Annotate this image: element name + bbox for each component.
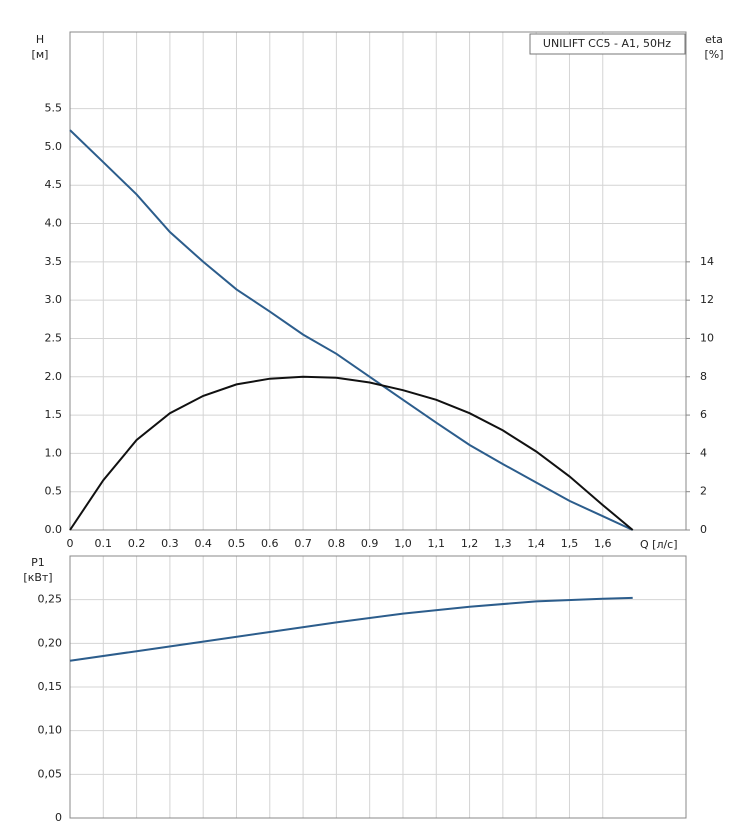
curve [69, 129, 634, 531]
plot-frame [69, 31, 687, 531]
y2-tick-label: 8 [700, 370, 707, 383]
y-tick-label: 0,10 [38, 724, 63, 737]
y-axis-unit: [м] [32, 48, 49, 61]
y-tick-label: 3.5 [45, 255, 63, 268]
y-tick-label: 4.5 [45, 178, 63, 191]
x-tick-label: 0.7 [294, 537, 312, 550]
y-tick-label: 0.0 [45, 523, 63, 536]
plot-frame [69, 555, 687, 819]
x-tick-label: 1,0 [394, 537, 412, 550]
y2-axis-unit: [%] [704, 48, 723, 61]
y2-tick-label: 2 [700, 485, 707, 498]
y-tick-label: 0 [55, 811, 62, 824]
curve [69, 596, 633, 662]
curve [69, 375, 634, 531]
y-tick-label: 2.5 [45, 331, 63, 344]
x-tick-label: 0.1 [95, 537, 113, 550]
y-tick-label: 5.0 [45, 140, 63, 153]
y2-tick-label: 10 [700, 331, 714, 344]
x-tick-label: 1,4 [527, 537, 545, 550]
y-tick-label: 3.0 [45, 293, 63, 306]
y2-tick-label: 12 [700, 293, 714, 306]
x-tick-label: 1,5 [561, 537, 579, 550]
x-tick-label: 1,6 [594, 537, 612, 550]
title-box [529, 33, 686, 55]
y-tick-label: 0,15 [38, 680, 63, 693]
y2-tick-label: 14 [700, 255, 714, 268]
y-tick-label: 1.5 [45, 408, 63, 421]
y-tick-label: 0,25 [38, 593, 63, 606]
y2-tick-label: 4 [700, 446, 707, 459]
x-tick-label: 1,3 [494, 537, 512, 550]
x-tick-label: 0.6 [261, 537, 279, 550]
x-tick-label: 1,2 [461, 537, 479, 550]
x-axis-label: Q [л/с] [640, 538, 678, 551]
x-tick-label: 0.3 [161, 537, 179, 550]
x-tick-label: 0.4 [194, 537, 212, 550]
x-tick-label: 1,1 [428, 537, 446, 550]
y-axis-label: H [36, 33, 44, 46]
y-tick-label: 0,05 [38, 767, 63, 780]
y-axis-label: P1 [31, 556, 45, 569]
x-tick-label: 0.8 [328, 537, 346, 550]
y-tick-label: 5.5 [45, 102, 63, 115]
x-tick-label: 0.9 [361, 537, 379, 550]
y2-tick-label: 6 [700, 408, 707, 421]
x-tick-label: 0.2 [128, 537, 146, 550]
y-tick-label: 1.0 [45, 446, 63, 459]
x-tick-label: 0 [67, 537, 74, 550]
y2-axis-label: eta [705, 33, 723, 46]
y-tick-label: 2.0 [45, 370, 63, 383]
chart-title: UNILIFT CC5 - A1, 50Hz [543, 37, 671, 50]
y2-tick-label: 0 [700, 523, 707, 536]
plot: 0 0,05 0,10 0,15 0,20 0,25 [38, 555, 687, 824]
y-tick-label: 0,20 [38, 636, 63, 649]
y-tick-label: 0.5 [45, 485, 63, 498]
y-axis-unit: [кВт] [23, 571, 52, 584]
y-tick-label: 4.0 [45, 217, 63, 230]
x-tick-label: 0.5 [228, 537, 246, 550]
plot: 0 0.1 0.2 0.3 0.4 0.5 0.6 0.7 0.8 0.9 1,0 1,1 1,2 1,3… [45, 31, 714, 550]
